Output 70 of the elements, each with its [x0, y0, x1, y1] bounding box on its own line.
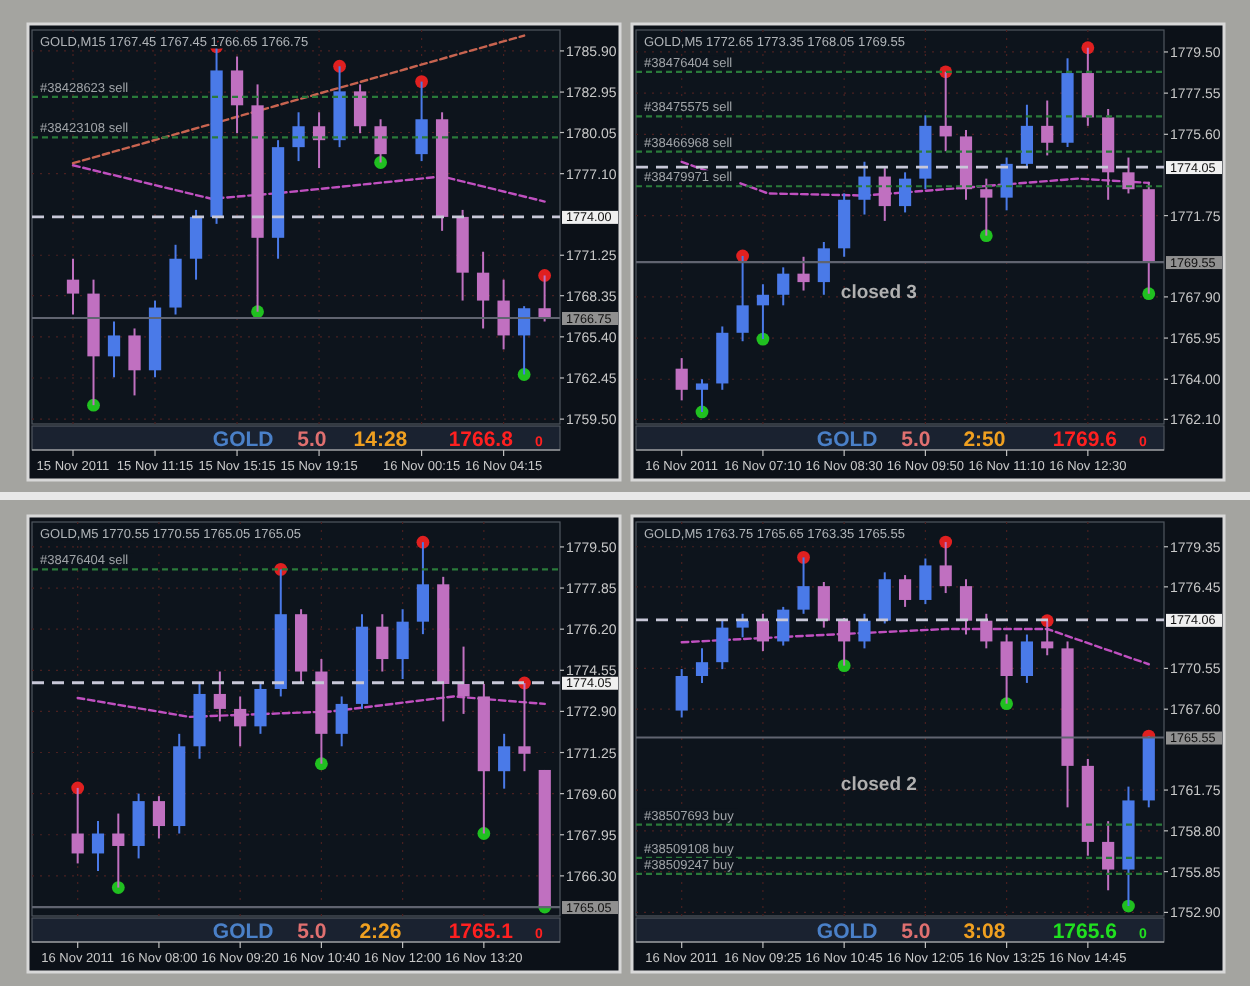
text: GOLD — [212, 428, 275, 452]
text: GOLD — [212, 920, 275, 944]
candlestick — [376, 613, 389, 673]
candlestick — [797, 255, 810, 292]
candlestick — [128, 327, 141, 397]
candlestick — [980, 612, 993, 650]
candlestick — [878, 167, 891, 222]
candlestick — [107, 320, 121, 379]
text: 1766.8 — [448, 428, 514, 452]
text: 2:26 — [359, 920, 402, 944]
candlestick — [919, 557, 932, 606]
point — [1122, 899, 1135, 913]
candlestick — [498, 732, 511, 790]
candlestick — [898, 171, 912, 214]
candlestick — [476, 250, 490, 330]
line-series — [71, 164, 546, 203]
candlestick — [292, 111, 305, 163]
candlestick — [152, 795, 166, 840]
candlestick — [756, 612, 770, 653]
point — [1081, 41, 1095, 55]
text: 14:28 — [353, 428, 408, 452]
point — [517, 368, 531, 381]
candlestick — [396, 608, 409, 680]
annotation: closed 3 — [840, 281, 917, 304]
candlestick — [1020, 103, 1034, 170]
text: 5.0 — [901, 428, 931, 452]
candlestick — [959, 578, 973, 636]
candlestick — [777, 266, 790, 307]
text: 5.0 — [297, 920, 327, 944]
candlestick — [736, 612, 749, 639]
annotation: closed 2 — [840, 773, 917, 796]
text: 1765.6 — [1052, 920, 1118, 944]
point — [87, 398, 100, 412]
candlestick — [213, 670, 226, 723]
candlestick — [675, 357, 688, 402]
candlestick — [1020, 633, 1034, 684]
text: GOLD — [816, 428, 879, 452]
candlestick — [1102, 820, 1115, 892]
candlestick — [1041, 99, 1054, 157]
candlestick — [675, 668, 688, 719]
text: 3:08 — [963, 920, 1006, 944]
candlestick — [230, 55, 244, 135]
candlestick — [858, 160, 871, 216]
candlestick — [716, 619, 729, 671]
line-series — [76, 695, 546, 719]
candlestick — [335, 695, 348, 748]
candlestick — [878, 571, 891, 625]
candlestick — [457, 645, 470, 715]
text: 5.0 — [901, 920, 931, 944]
candlestick — [66, 257, 80, 316]
candlestick — [234, 695, 247, 748]
candlestick — [898, 574, 912, 608]
candlestick — [497, 278, 510, 351]
text: 1765.1 — [448, 920, 514, 944]
candlestick — [817, 581, 830, 629]
candlestick — [132, 792, 145, 860]
candlestick — [254, 682, 267, 735]
text: 1769.6 — [1052, 428, 1118, 452]
text: GOLD — [816, 920, 879, 944]
candlestick — [695, 647, 709, 684]
text: 2:50 — [963, 428, 1006, 452]
candlestick — [91, 820, 105, 872]
candlestick — [353, 83, 367, 135]
candlestick — [858, 612, 871, 650]
candlestick — [817, 240, 830, 296]
candlestick — [189, 208, 203, 281]
candlestick — [1000, 156, 1013, 212]
text: 5.0 — [297, 428, 327, 452]
candlestick — [1122, 156, 1135, 195]
point — [415, 75, 428, 88]
